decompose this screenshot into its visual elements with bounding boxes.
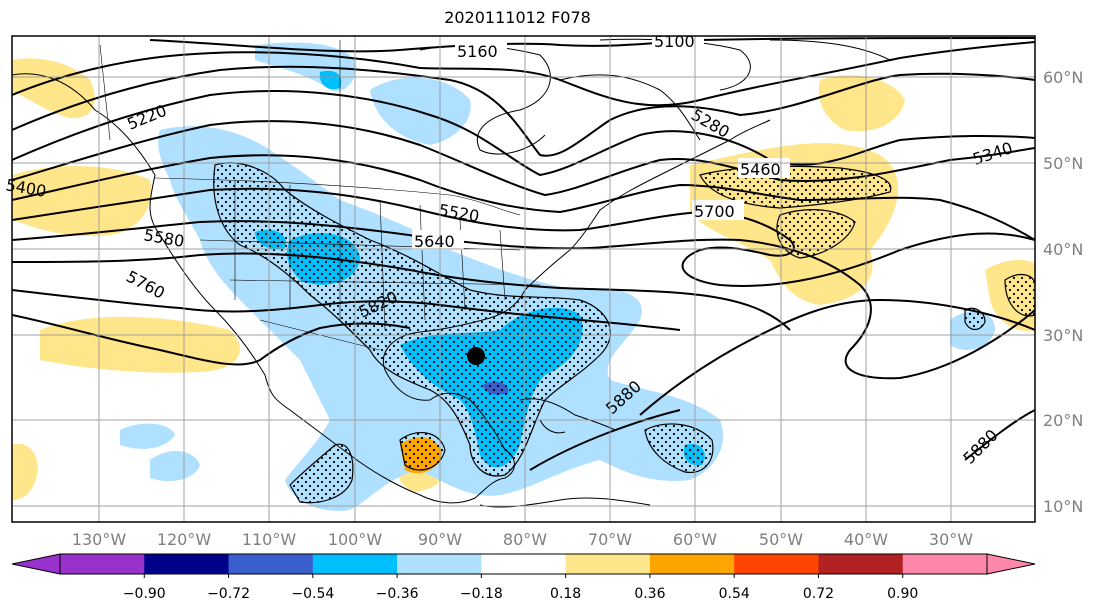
- lon-label: 80°W: [503, 530, 547, 549]
- colorbar-tick-label: −0.18: [460, 586, 503, 602]
- colorbar: −0.90 −0.72 −0.54 −0.36 −0.18 0.18 0.36 0.54 0.7…: [11, 553, 1036, 602]
- colorbar-tick-label: −0.72: [207, 586, 250, 602]
- colorbar-segment: [481, 554, 567, 574]
- contour-label: 5700: [694, 202, 735, 221]
- colorbar-border: [59, 553, 988, 575]
- lon-label: 110°W: [242, 530, 297, 549]
- colorbar-tick-label: −0.90: [123, 586, 166, 602]
- lat-label: 10°N: [1043, 497, 1083, 516]
- map-title: 2020111012 F078: [444, 8, 591, 27]
- longitude-labels: 130°W 120°W 110°W 100°W 90°W 80°W 70°W 6…: [72, 530, 973, 549]
- lat-label: 30°N: [1043, 326, 1083, 345]
- lon-label: 70°W: [588, 530, 632, 549]
- latitude-labels: 60°N 50°N 40°N 30°N 20°N 10°N: [1043, 68, 1083, 516]
- colorbar-extend-min: [11, 553, 61, 575]
- colorbar-tick-label: 0.18: [550, 586, 581, 602]
- colorbar-tick-label: 0.90: [887, 586, 918, 602]
- lon-label: 60°W: [673, 530, 717, 549]
- storm-center-dot: [467, 347, 485, 365]
- colorbar-segment: [565, 554, 651, 574]
- colorbar-segment: [60, 554, 145, 574]
- lon-label: 130°W: [72, 530, 127, 549]
- colorbar-segment: [228, 554, 314, 574]
- colorbar-segment: [649, 554, 735, 574]
- height-contours: [12, 37, 1035, 471]
- graticule: [12, 36, 1035, 522]
- lat-label: 20°N: [1043, 411, 1083, 430]
- lon-label: 40°W: [844, 530, 888, 549]
- lat-label: 60°N: [1043, 68, 1083, 87]
- colorbar-segment: [902, 554, 988, 574]
- colorbar-segment: [144, 554, 230, 574]
- lon-label: 90°W: [418, 530, 462, 549]
- colorbar-segment: [818, 554, 904, 574]
- lat-label: 40°N: [1043, 240, 1083, 259]
- colorbar-segment: [734, 554, 819, 574]
- contour-label: 5100: [654, 32, 695, 51]
- colorbar-tick-label: 0.72: [803, 586, 834, 602]
- contour-label: 5160: [457, 42, 498, 61]
- lon-label: 50°W: [759, 530, 803, 549]
- colorbar-segment: [312, 554, 398, 574]
- lat-label: 50°N: [1043, 154, 1083, 173]
- colorbar-tick-label: 0.36: [634, 586, 665, 602]
- colorbar-extend-max: [986, 553, 1036, 575]
- lon-label: 100°W: [328, 530, 383, 549]
- lon-label: 30°W: [929, 530, 973, 549]
- colorbar-segment: [397, 554, 482, 574]
- lon-label: 120°W: [157, 530, 212, 549]
- colorbar-tick-label: −0.54: [291, 586, 334, 602]
- colorbar-tick-label: 0.54: [719, 586, 750, 602]
- map-frame: [11, 35, 1036, 523]
- contour-label: 5640: [414, 232, 455, 251]
- contour-label: 5460: [740, 160, 781, 179]
- colorbar-tick-label: −0.36: [376, 586, 419, 602]
